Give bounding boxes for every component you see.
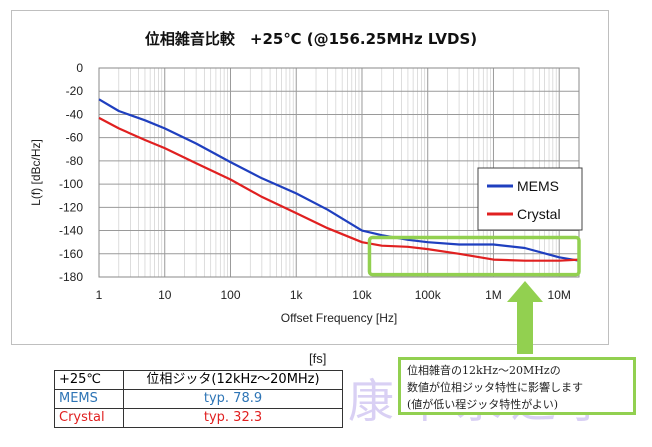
y-tick-label: -100 <box>59 177 83 191</box>
row-name-mems: MEMS <box>54 389 124 409</box>
series-line-mems <box>98 98 580 262</box>
x-tick-label: 100 <box>220 288 240 302</box>
x-tick-label: 10k <box>352 288 372 302</box>
jitter-table: +25℃ 位相ジッタ(12kHz～20MHz) MEMS typ. 78.9 C… <box>54 370 343 428</box>
legend-label-mems: MEMS <box>517 178 559 194</box>
header-metric: 位相ジッタ(12kHz～20MHz) <box>123 370 343 390</box>
y-tick-label: -40 <box>66 107 84 121</box>
row-value-mems: typ. 78.9 <box>123 389 343 409</box>
callout-line-1: 位相雑音の12kHz～20MHzの <box>407 364 561 377</box>
row-name-crystal: Crystal <box>54 408 124 428</box>
series-line-crystal <box>98 116 580 262</box>
highlight-box <box>367 235 581 277</box>
x-axis-label: Offset Frequency [Hz] <box>281 311 398 325</box>
legend-box <box>477 167 583 231</box>
units-label: [fs] <box>309 351 327 366</box>
x-tick-label: 100k <box>415 288 442 302</box>
arrow-head <box>507 281 543 302</box>
y-tick-label: -80 <box>66 154 84 168</box>
y-tick-label: 0 <box>76 61 83 75</box>
legend-label-crystal: Crystal <box>517 206 561 222</box>
y-axis-label: L(f) [dBc/Hz] <box>29 139 43 206</box>
y-tick-label: -20 <box>66 84 84 98</box>
chart-title: 位相雑音比較 +25℃ (@156.25MHz LVDS) <box>145 30 477 48</box>
arrow-shaft <box>517 300 533 354</box>
callout-line-3: (値が低い程ジッタ特性がよい) <box>407 398 559 411</box>
x-tick-label: 1k <box>290 288 304 302</box>
x-tick-label: 10 <box>158 288 172 302</box>
x-tick-label: 1M <box>485 288 502 302</box>
x-tick-label: 10M <box>548 288 571 302</box>
y-tick-label: -140 <box>59 224 83 238</box>
callout-line-2: 数値が位相ジッタ特性に影響します <box>407 381 583 394</box>
table-row: Crystal typ. 32.3 <box>54 408 343 428</box>
x-tick-label: 1 <box>96 288 103 302</box>
y-tick-label: -120 <box>59 200 83 214</box>
table-header-row: +25℃ 位相ジッタ(12kHz～20MHz) <box>54 370 343 390</box>
row-value-crystal: typ. 32.3 <box>123 408 343 428</box>
table-row: MEMS typ. 78.9 <box>54 389 343 409</box>
y-tick-label: -60 <box>66 131 84 145</box>
y-tick-label: -160 <box>59 247 83 261</box>
callout-box: 位相雑音の12kHz～20MHzの 数値が位相ジッタ特性に影響します (値が低い… <box>398 357 636 415</box>
header-temp: +25℃ <box>54 370 124 390</box>
y-tick-label: -180 <box>59 270 83 284</box>
